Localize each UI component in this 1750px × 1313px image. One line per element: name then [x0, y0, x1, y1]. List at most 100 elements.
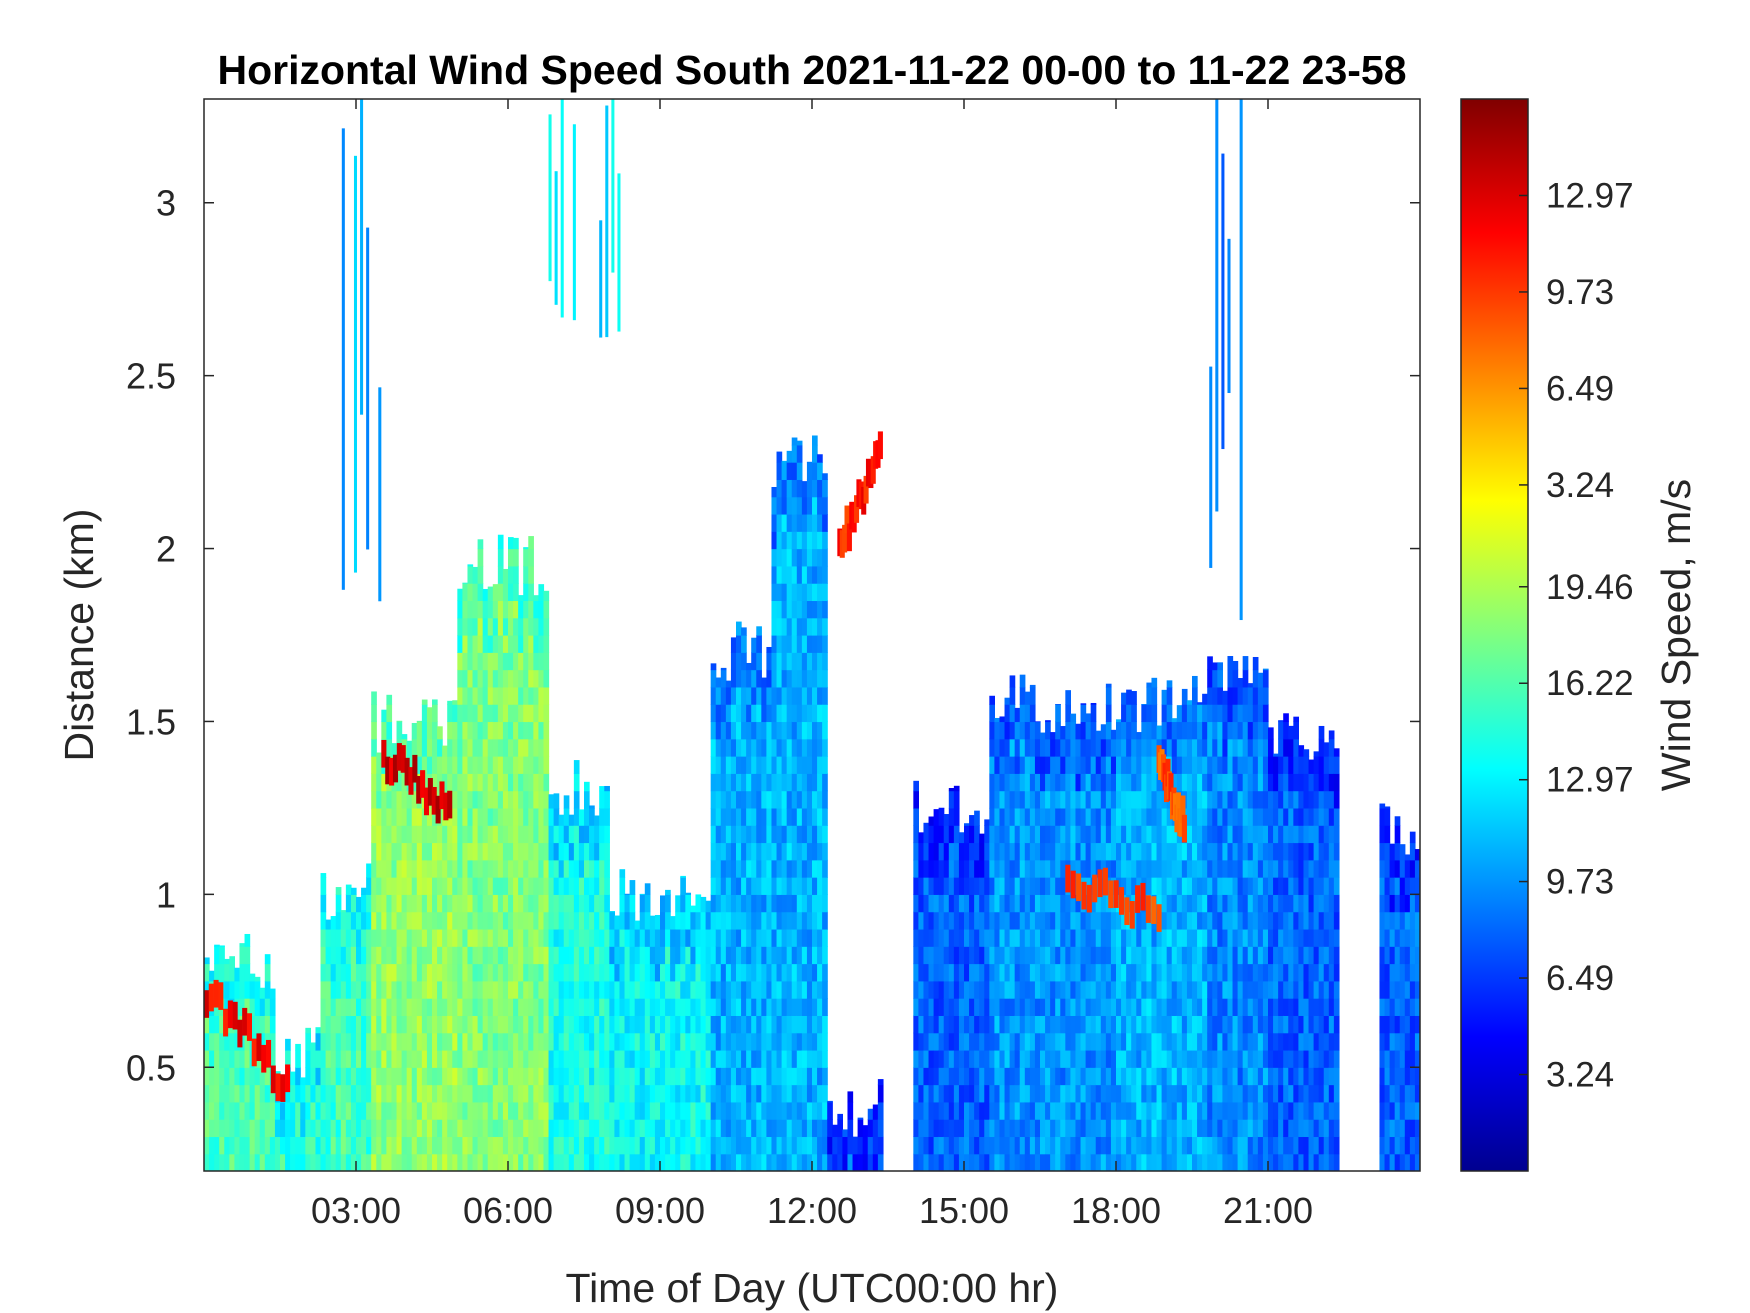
heatmap-cell: [447, 963, 453, 982]
heatmap-cell: [345, 1032, 352, 1051]
heatmap-cell: [801, 1015, 808, 1034]
heatmap-cell: [847, 1101, 854, 1120]
heatmap-cell: [1262, 738, 1269, 757]
heatmap-cell: [518, 1101, 524, 1120]
heatmap-cell: [244, 963, 251, 982]
heatmap-cell: [736, 704, 742, 723]
heatmap-cell: [1176, 738, 1183, 757]
heatmap-cell: [1040, 1015, 1046, 1034]
heatmap-cell: [1075, 1153, 1082, 1171]
heatmap-cell: [1242, 1101, 1249, 1120]
heatmap-cell: [1105, 807, 1112, 826]
heatmap-cell: [918, 1153, 925, 1171]
heatmap-cell: [999, 807, 1006, 826]
heatmap-cell: [969, 911, 975, 930]
heatmap-cell: [741, 1032, 747, 1051]
heatmap-cell: [1019, 859, 1026, 878]
heatmap-cell: [386, 694, 393, 705]
heatmap-cell: [1207, 928, 1213, 947]
heatmap-cell: [513, 756, 519, 774]
heatmap-cell: [801, 669, 808, 688]
heatmap-cell: [249, 973, 256, 982]
heatmap-cell: [1283, 721, 1289, 740]
heatmap-cell: [432, 1032, 438, 1051]
heatmap-cell: [599, 1049, 605, 1068]
heatmap-cell: [538, 842, 545, 861]
heatmap-cell: [386, 1101, 393, 1120]
heatmap-cell: [335, 911, 342, 930]
heatmap-cell: [675, 895, 681, 913]
heatmap-cell: [680, 980, 686, 999]
heatmap-cell: [1146, 686, 1153, 705]
heatmap-cell: [969, 980, 975, 999]
heatmap-cell: [1131, 1084, 1137, 1103]
heatmap-cell: [578, 911, 585, 930]
heatmap-cell: [513, 652, 519, 671]
heatmap-cell: [305, 1084, 311, 1103]
heatmap-cell: [315, 1049, 322, 1068]
heatmap-cell: [1268, 1119, 1274, 1138]
heatmap-cell: [452, 1136, 458, 1155]
heatmap-cell: [933, 928, 940, 947]
heatmap-cell: [1136, 1136, 1142, 1155]
heatmap-cell: [1080, 859, 1087, 878]
heatmap-cell: [366, 1015, 372, 1034]
heatmap-cell: [594, 1032, 600, 1051]
heatmap-cell: [1009, 773, 1016, 792]
heatmap-cell: [801, 686, 808, 705]
heatmap-cell: [340, 1136, 347, 1155]
heatmap-cell: [1278, 1136, 1284, 1155]
heatmap-cell: [619, 1032, 626, 1051]
heatmap-cell: [589, 1084, 595, 1103]
heatmap-cell: [741, 877, 747, 895]
heatmap-cell: [806, 583, 813, 602]
heatmap-cell: [1197, 998, 1203, 1016]
heatmap-cell: [477, 635, 484, 653]
heatmap-cell: [274, 1119, 281, 1138]
heatmap-cell: [1090, 859, 1097, 878]
heatmap-cell: [1252, 807, 1259, 826]
heatmap-cell: [391, 1101, 398, 1120]
heatmap-cell: [1105, 1032, 1112, 1051]
heatmap-cell: [320, 911, 327, 930]
heatmap-cell: [1029, 807, 1036, 826]
heatmap-cell: [1222, 877, 1229, 895]
heatmap-cell: [771, 1049, 778, 1068]
heatmap-cell: [720, 963, 727, 982]
heatmap-cell: [1176, 980, 1183, 999]
heatmap-cell: [1222, 963, 1229, 982]
heatmap-cell: [528, 1015, 534, 1034]
heatmap-cell: [452, 721, 458, 740]
heatmap-cell: [1227, 686, 1234, 705]
heatmap-cell: [1095, 842, 1102, 861]
heatmap-cell: [244, 1067, 251, 1086]
heatmap-cell: [725, 1136, 732, 1155]
heatmap-cell: [300, 1153, 306, 1171]
heatmap-cell: [948, 842, 955, 861]
heatmap-cell: [791, 1136, 798, 1155]
heatmap-cell: [1080, 721, 1087, 740]
heatmap-cell: [553, 963, 560, 982]
heatmap-cell: [447, 1101, 453, 1120]
heatmap-cell: [1257, 807, 1264, 826]
heatmap-cell: [599, 859, 605, 878]
heatmap-cell: [771, 928, 778, 947]
heatmap-cell: [1217, 946, 1223, 965]
heatmap-cell: [224, 1119, 230, 1138]
heatmap-cell: [644, 980, 651, 999]
heatmap-cell: [806, 1084, 813, 1103]
heatmap-cell: [589, 998, 595, 1016]
heatmap-cell: [401, 1084, 408, 1103]
heatmap-cell: [1181, 859, 1188, 878]
heatmap-cell: [1288, 842, 1294, 861]
heatmap-cell: [1268, 727, 1274, 740]
heatmap-cell: [720, 704, 727, 723]
heatmap-cell: [969, 946, 975, 965]
heatmap-cell: [1247, 825, 1254, 844]
heatmap-cell: [629, 1032, 636, 1051]
heatmap-cell: [822, 756, 828, 774]
heatmap-cell: [700, 1101, 707, 1120]
heatmap-cell: [1151, 1015, 1158, 1034]
heatmap-cell: [614, 998, 621, 1016]
heatmap-cell: [624, 928, 631, 947]
